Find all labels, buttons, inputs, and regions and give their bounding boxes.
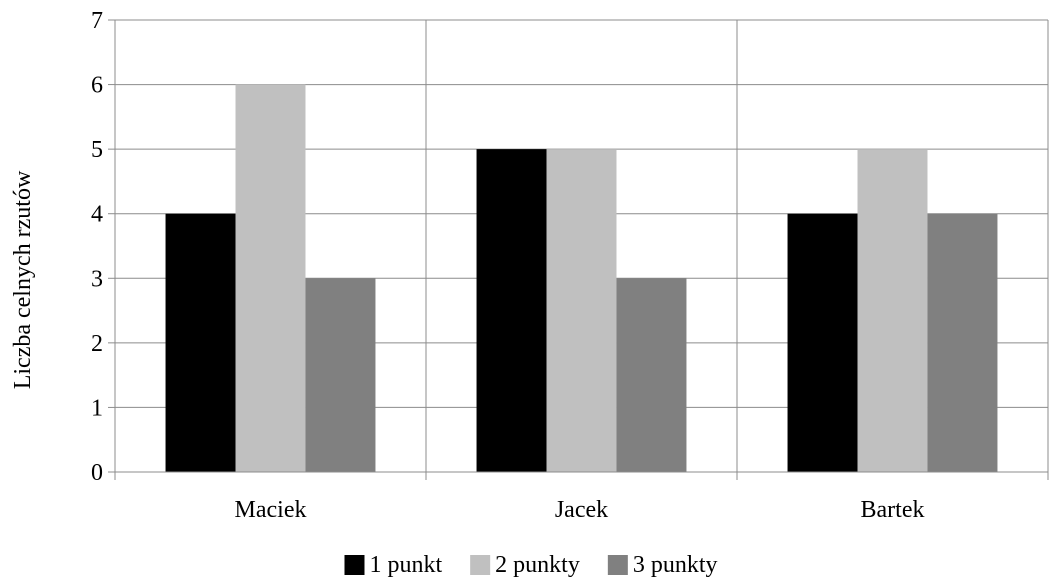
y-tick-label: 4 bbox=[91, 202, 103, 228]
bar-jacek-series-1 bbox=[476, 149, 547, 472]
legend-item: 2 punkty bbox=[470, 552, 580, 578]
legend-label: 2 punkty bbox=[495, 552, 580, 578]
axis-layer bbox=[108, 19, 1049, 480]
bar-bartek-series-3 bbox=[927, 213, 998, 472]
y-tick-label: 6 bbox=[91, 73, 103, 99]
legend-label: 3 punkty bbox=[633, 552, 718, 578]
legend-swatch bbox=[344, 555, 365, 575]
y-tick-label: 7 bbox=[91, 8, 103, 34]
y-tick-label: 0 bbox=[91, 460, 103, 486]
bar-bartek-series-1 bbox=[787, 213, 858, 472]
x-tick-labels: Maciek Jacek Bartek bbox=[235, 497, 925, 523]
legend-item: 1 punkt bbox=[344, 552, 442, 578]
legend-swatch bbox=[470, 555, 491, 575]
legend-item: 3 punkty bbox=[607, 552, 718, 578]
bar-jacek-series-3 bbox=[616, 278, 687, 472]
y-tick-labels: 0 1 2 3 4 5 6 7 bbox=[91, 8, 103, 486]
legend-swatch bbox=[607, 555, 628, 575]
legend: 1 punkt 2 punkty 3 punkty bbox=[344, 552, 718, 578]
y-axis-label: Liczba celnych rzutów bbox=[10, 170, 36, 389]
y-tick-label: 5 bbox=[91, 137, 103, 163]
x-category-label: Bartek bbox=[861, 497, 925, 523]
bar-jacek-series-2 bbox=[546, 149, 617, 472]
bar-maciek-series-1 bbox=[165, 213, 236, 472]
bar-maciek-series-3 bbox=[305, 278, 376, 472]
x-category-label: Jacek bbox=[555, 497, 608, 523]
y-tick-label: 1 bbox=[91, 395, 103, 421]
bar-bartek-series-2 bbox=[857, 149, 928, 472]
bars-layer bbox=[165, 84, 998, 473]
y-tick-label: 2 bbox=[91, 331, 103, 357]
y-tick-label: 3 bbox=[91, 266, 103, 292]
x-category-label: Maciek bbox=[235, 497, 307, 523]
bar-maciek-series-2 bbox=[235, 84, 306, 473]
legend-label: 1 punkt bbox=[369, 552, 442, 578]
